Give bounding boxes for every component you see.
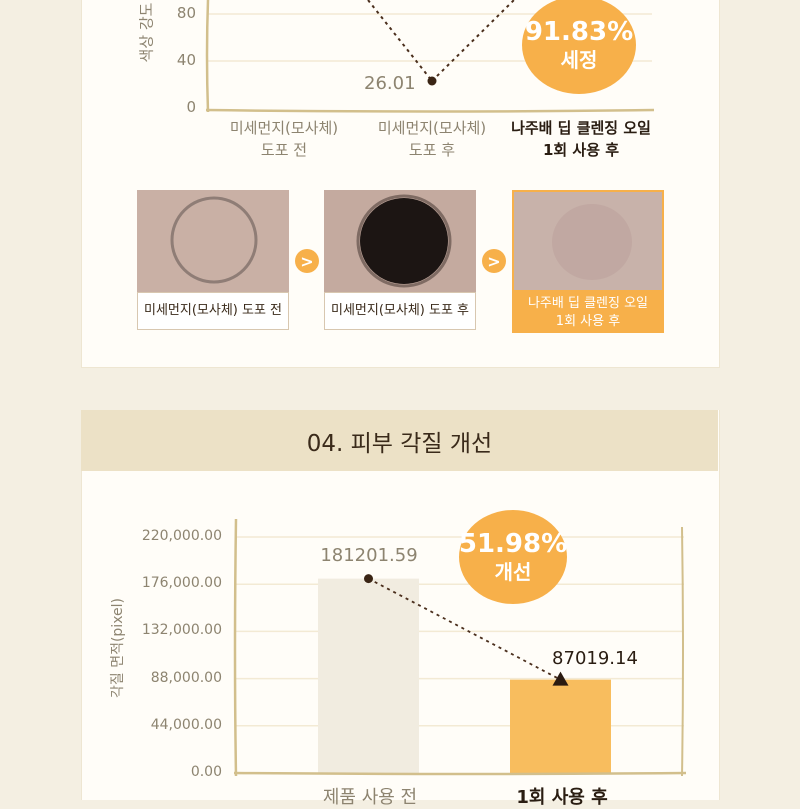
chart2-plot [233, 518, 687, 777]
chart2-y-tick: 88,000.00 [150, 669, 222, 686]
chart1-bubble-percent: 91.83% [524, 17, 634, 47]
chart2-bar [510, 679, 611, 773]
chart1-data-point [427, 76, 437, 86]
chart1-tick-80: 80 [176, 4, 196, 22]
faint-mark-icon [552, 204, 632, 280]
chart1-x-category-3: 나주배 딥 클렌징 오일 1회 사용 후 [496, 117, 666, 161]
chart1-x-category-2: 미세먼지(모사체) 도포 후 [360, 117, 504, 161]
chart1-trend-line-left [367, 0, 433, 82]
photo-caption-line2: 1회 사용 후 [555, 313, 621, 329]
chart1-x-axis [205, 108, 655, 113]
x-category-line1: 나주배 딥 클렌징 오일 [511, 119, 651, 137]
ring-mark-icon [170, 196, 258, 284]
chart2-x-axis [233, 771, 687, 776]
chart1-plot [205, 0, 655, 113]
chart2-y-axis [233, 518, 238, 777]
x-category-line2: 도포 전 [260, 141, 308, 159]
x-category-line2: 1회 사용 후 [542, 141, 620, 159]
chart2-x-category-after: 1회 사용 후 [516, 787, 608, 808]
chart1-x-category-1: 미세먼지(모사체) 도포 전 [212, 117, 356, 161]
x-category-line1: 미세먼지(모사체) [229, 119, 339, 137]
chart2-y-tick: 220,000.00 [141, 528, 222, 544]
arrow-right-icon: > [482, 249, 506, 273]
chart1-bubble-label: 세정 [560, 48, 598, 72]
chart1-tick-0: 0 [186, 98, 196, 116]
chart1-result-bubble: 91.83% 세정 [522, 0, 636, 94]
x-category-line1: 미세먼지(모사체) [377, 119, 487, 137]
photo-after-application [324, 190, 476, 292]
chart1-tick-40: 40 [176, 51, 196, 69]
chart1-y-axis [205, 0, 210, 113]
chart1-data-label: 26.01 [364, 73, 416, 94]
chart2-bubble-label: 개선 [494, 560, 532, 584]
photo-after-cleansing [512, 190, 664, 292]
chart1-trend-line-right [431, 0, 515, 82]
chart2-data-label-before: 181201.59 [320, 545, 418, 566]
chart2-point-before [364, 574, 373, 584]
chart2-y-tick: 176,000.00 [141, 575, 222, 592]
photo-caption-line1: 미세먼지(모사체) 도포 후 [330, 303, 469, 318]
chart2-point-after [552, 671, 569, 686]
chart2-x-category-before: 제품 사용 전 [322, 787, 418, 808]
chart2-y-tick: 0.00 [190, 764, 222, 780]
photo-caption-1: 미세먼지(모사체) 도포 전 [137, 292, 289, 330]
arrow-right-icon: > [295, 249, 319, 273]
chart2-y-tick: 132,000.00 [141, 622, 222, 639]
section-title: 04. 피부 각질 개선 [81, 410, 718, 471]
photo-caption-2: 미세먼지(모사체) 도포 후 [324, 292, 476, 330]
chart2-bar [318, 578, 419, 773]
chart2-trend-line [368, 577, 561, 681]
x-category-line2: 도포 후 [408, 141, 456, 159]
dust-spot-icon [356, 194, 452, 288]
chart2-data-label-after: 87019.14 [552, 648, 638, 669]
photo-caption-line1: 나주배 딥 클렌징 오일 [527, 295, 649, 311]
chart2-result-bubble: 51.98% 개선 [459, 510, 567, 604]
chart2-bubble-percent: 51.98% [458, 529, 568, 559]
chart2-right-border [681, 526, 684, 777]
photo-caption-3: 나주배 딥 클렌징 오일 1회 사용 후 [512, 292, 664, 333]
chart2-y-tick: 44,000.00 [150, 716, 222, 733]
photo-caption-line1: 미세먼지(모사체) 도포 전 [143, 303, 282, 318]
photo-before-application [137, 190, 289, 292]
